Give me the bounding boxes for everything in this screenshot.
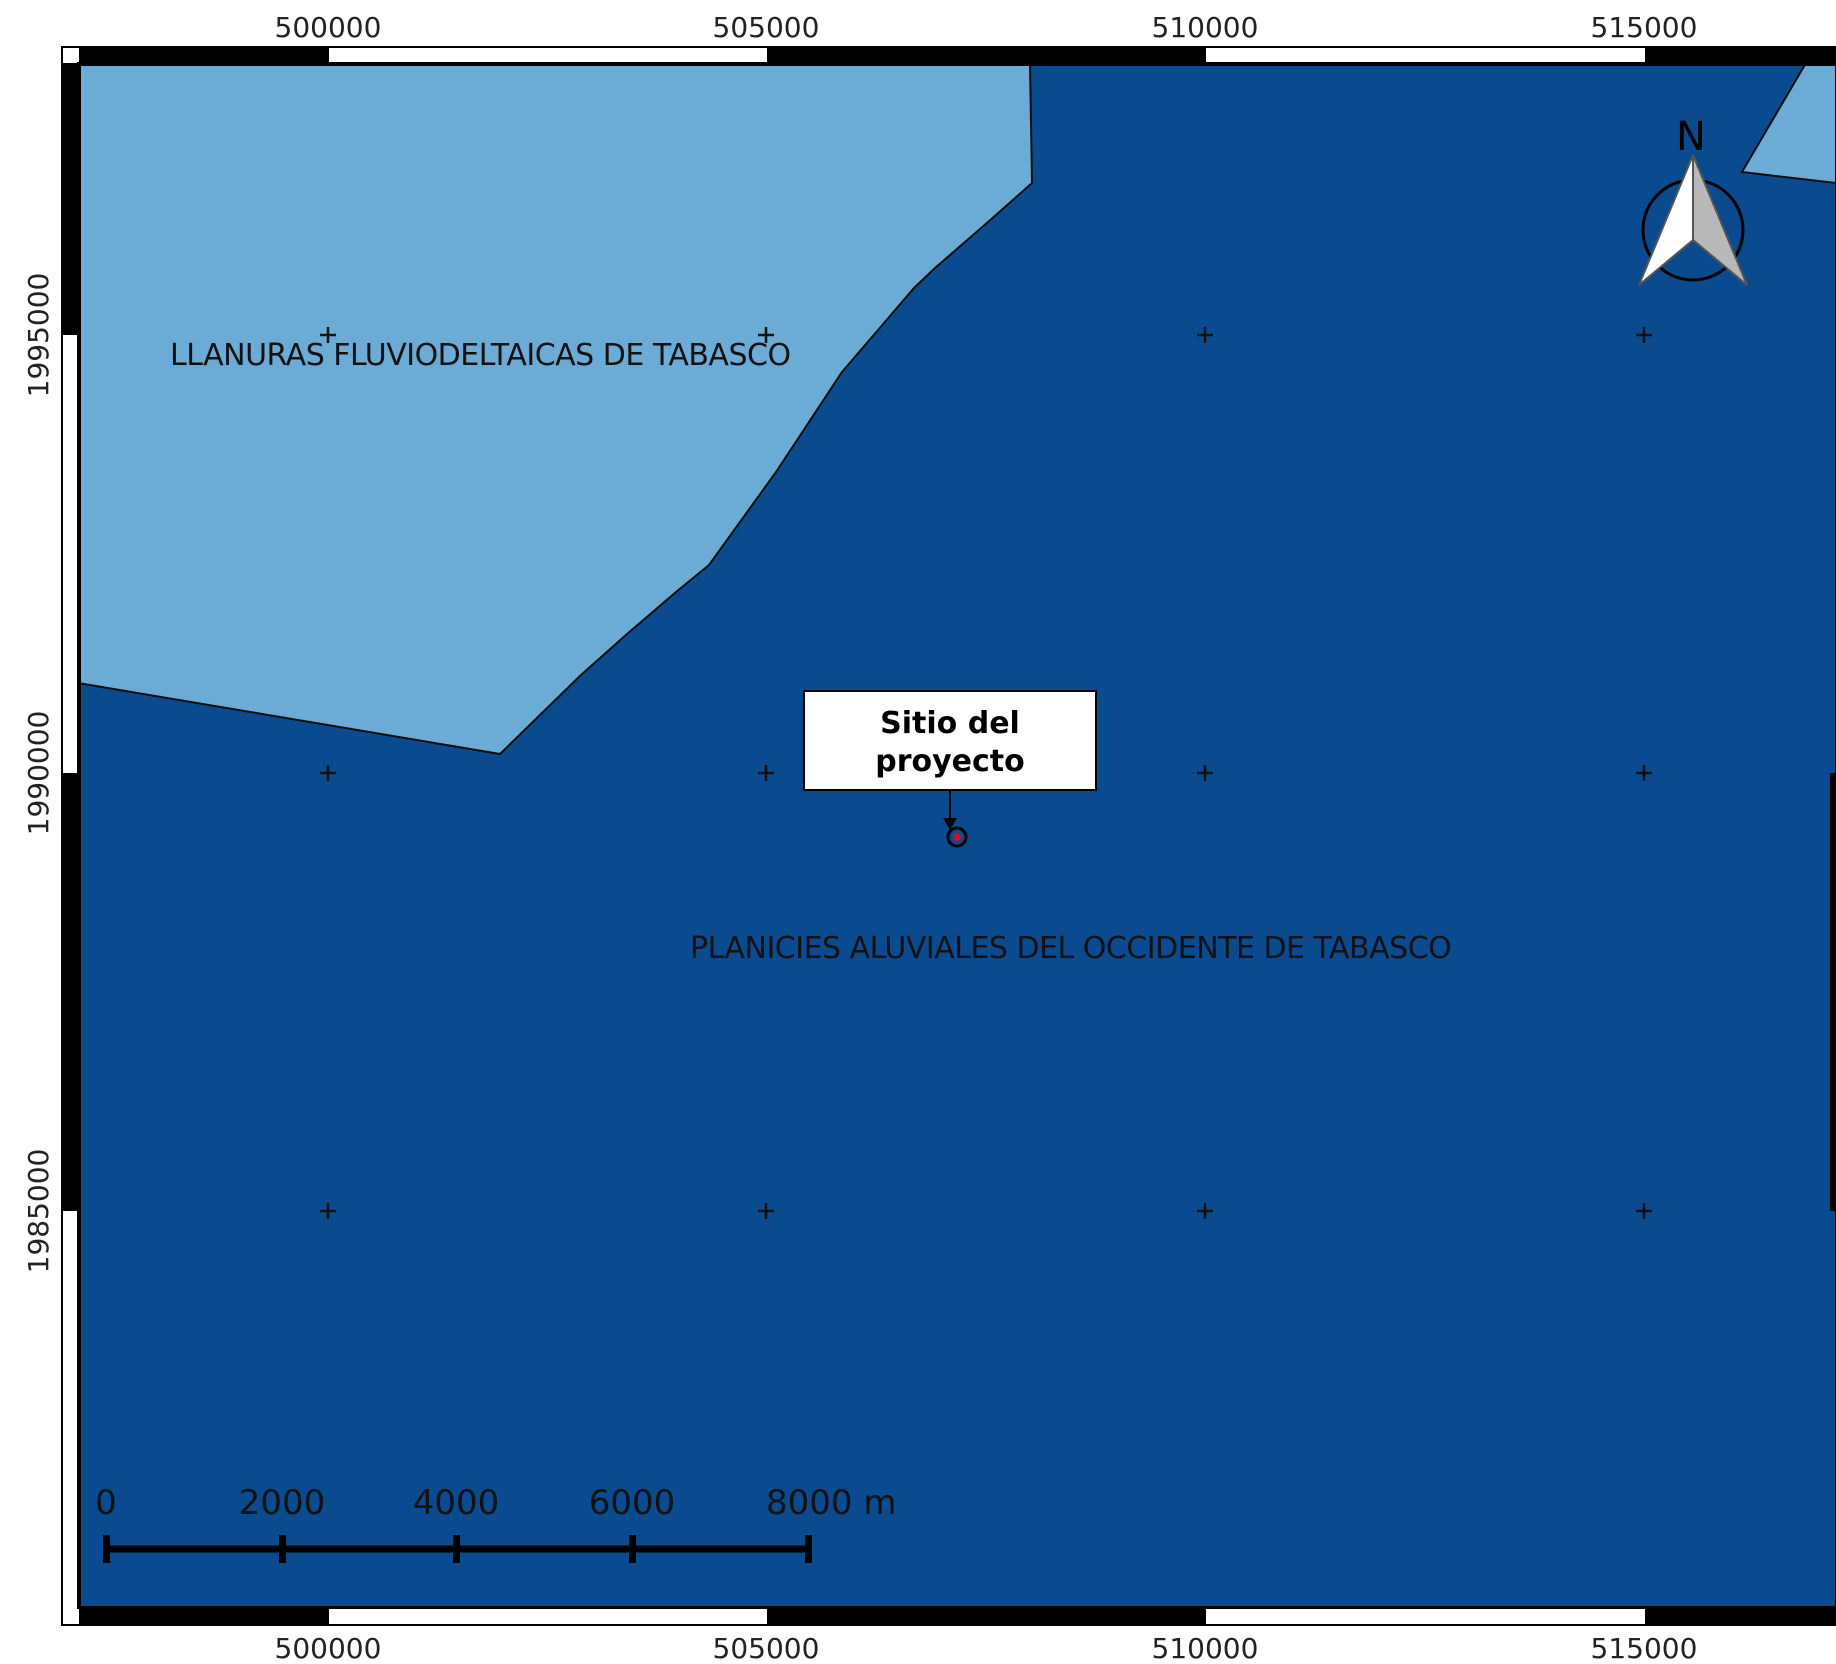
region-label-llanuras: LLANURAS FLUVIODELTAICAS DE TABASCO: [170, 338, 791, 373]
project-site-callout: Sitio del proyecto: [803, 690, 1097, 830]
region-llanuras-fluviodeltaicas: [77, 62, 1034, 756]
scale-tick-4000: [453, 1535, 460, 1563]
site-marker-dot: [953, 833, 961, 841]
grid-cross: [758, 765, 774, 781]
x-label-top-3: 510000: [1152, 11, 1259, 44]
y-label-1: 1995000: [22, 273, 55, 398]
scale-tick-8000: [805, 1535, 812, 1563]
grid-cross: [320, 327, 336, 343]
callout-box: [803, 690, 1097, 791]
scale-tick-0: [103, 1535, 110, 1563]
north-arrow-icon: N: [1638, 114, 1748, 286]
grid-cross: [758, 327, 774, 343]
north-arrow-right-half: [1692, 154, 1748, 286]
y-label-2: 1990000: [22, 711, 55, 836]
region-label-planicies: PLANICIES ALUVIALES DEL OCCIDENTE DE TAB…: [690, 931, 1451, 966]
scale-label-4000: 4000: [413, 1483, 500, 1523]
site-marker-ring: [946, 826, 968, 848]
grid-cross: [1197, 765, 1213, 781]
grid-cross: [1197, 327, 1213, 343]
x-label-top-2: 505000: [713, 11, 820, 44]
scale-label-2000: 2000: [239, 1483, 326, 1523]
x-label-top-1: 500000: [275, 11, 382, 44]
callout-line-2: proyecto: [875, 744, 1025, 779]
grid-crosses: [320, 327, 1652, 1219]
project-site-marker: [946, 826, 968, 848]
map-frame: [61, 46, 1836, 1626]
grid-cross: [1636, 327, 1652, 343]
x-label-bottom-1: 500000: [275, 1632, 382, 1664]
x-label-bottom-4: 515000: [1591, 1632, 1698, 1664]
y-coordinate-labels: 1995000 1990000 1985000: [22, 273, 55, 1274]
scale-label-0: 0: [95, 1483, 117, 1523]
x-label-bottom-3: 510000: [1152, 1632, 1259, 1664]
grid-cross: [320, 765, 336, 781]
scale-bar: 0 2000 4000 6000 8000 m: [95, 1483, 896, 1563]
grid-cross: [320, 1203, 336, 1219]
grid-cross: [1636, 765, 1652, 781]
callout-line-1: Sitio del: [880, 706, 1020, 741]
scale-tick-2000: [279, 1535, 286, 1563]
grid-cross: [1636, 1203, 1652, 1219]
scale-tick-6000: [629, 1535, 636, 1563]
grid-cross: [1197, 1203, 1213, 1219]
scale-label-8000: 8000 m: [766, 1483, 896, 1523]
north-label: N: [1676, 114, 1706, 160]
grid-cross: [758, 1203, 774, 1219]
x-label-top-4: 515000: [1591, 11, 1698, 44]
callout-arrow-icon: [943, 818, 957, 830]
scale-label-6000: 6000: [589, 1483, 676, 1523]
x-coordinate-labels-bottom: 500000 505000 510000 515000: [275, 1632, 1698, 1664]
y-label-3: 1985000: [22, 1149, 55, 1274]
x-label-bottom-2: 505000: [713, 1632, 820, 1664]
x-coordinate-labels-top: 500000 505000 510000 515000: [275, 11, 1698, 44]
